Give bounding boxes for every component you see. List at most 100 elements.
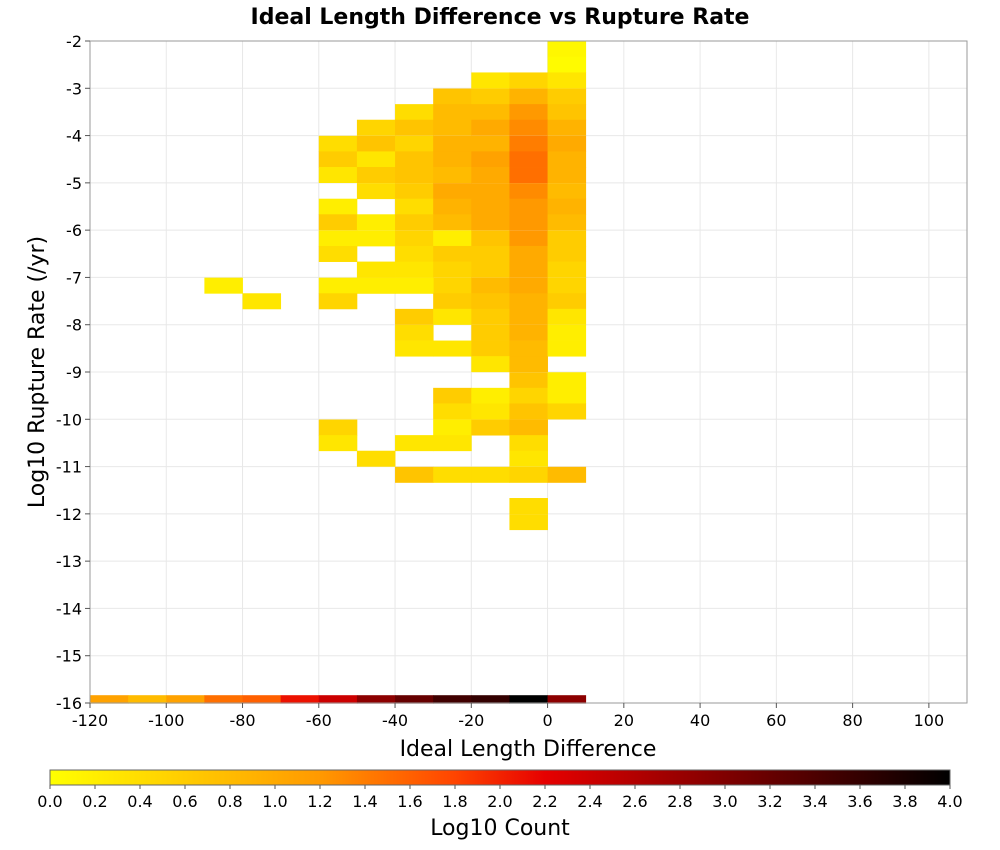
x-axis-ticks: -120 -100 -80 -60 -40 -20 0 20 40 60 80 100 — [72, 703, 944, 730]
heatmap-cell — [395, 324, 434, 341]
heatmap-cell — [509, 308, 548, 325]
heatmap-cell — [356, 261, 396, 278]
x-tick-label: -20 — [458, 711, 484, 730]
y-tick-label: -9 — [66, 363, 82, 382]
heatmap-cell — [433, 261, 472, 278]
heatmap-cell — [433, 435, 472, 452]
heatmap-cell — [471, 695, 510, 704]
y-tick-label: -11 — [56, 458, 82, 477]
heatmap-cell — [433, 135, 472, 152]
heatmap-cell — [547, 88, 587, 105]
colorbar-tick-label: 3.2 — [757, 792, 782, 811]
heatmap-cell — [433, 419, 472, 436]
heatmap-cell — [509, 324, 548, 341]
heatmap-cell — [547, 403, 587, 420]
heatmap-cell — [547, 104, 587, 121]
heatmap-cell — [547, 41, 587, 58]
heatmap-cell — [547, 214, 587, 231]
heatmap-cell — [509, 372, 548, 389]
heatmap-cell — [471, 119, 510, 136]
colorbar-tick-label: 1.0 — [262, 792, 287, 811]
heatmap-cell — [395, 308, 434, 325]
heatmap-cell — [318, 230, 358, 247]
colorbar-tick-label: 3.0 — [712, 792, 737, 811]
heatmap-cell — [547, 56, 587, 73]
heatmap-cell — [547, 198, 587, 215]
x-tick-label: -120 — [72, 711, 108, 730]
heatmap-cell — [433, 277, 472, 294]
heatmap-cell — [395, 104, 434, 121]
colorbar-tick-label: 3.8 — [892, 792, 917, 811]
heatmap-cell — [547, 183, 587, 200]
heatmap-cell — [547, 167, 587, 184]
y-tick-label: -4 — [66, 127, 82, 146]
heatmap-cell — [395, 277, 434, 294]
heatmap-cell — [433, 88, 472, 105]
heatmap-cell — [471, 340, 510, 357]
heatmap-cell — [318, 419, 358, 436]
heatmap-cell — [433, 104, 472, 121]
heatmap-cell — [433, 403, 472, 420]
heatmap-cell — [547, 277, 587, 294]
heatmap-cell — [395, 151, 434, 168]
heatmap-cell — [547, 695, 587, 704]
colorbar-ticks: 0.0 0.2 0.4 0.6 0.8 1.0 1.2 1.4 1.6 1.8 2.0 2.2 2.4 2… — [37, 785, 963, 811]
heatmap-cell — [547, 466, 587, 483]
heatmap-cell — [318, 198, 358, 215]
heatmap-cell — [509, 214, 548, 231]
heatmap-cell — [395, 119, 434, 136]
heatmap-cell — [509, 450, 548, 467]
heatmap-cell — [547, 387, 587, 404]
y-tick-label: -7 — [66, 268, 82, 287]
colorbar-tick-label: 1.4 — [352, 792, 377, 811]
heatmap-cell — [471, 356, 510, 373]
heatmap-cell — [471, 198, 510, 215]
heatmap-cell — [204, 277, 243, 294]
heatmap-cell — [90, 695, 129, 704]
colorbar-tick-label: 2.8 — [667, 792, 692, 811]
heatmap-cell — [509, 198, 548, 215]
heatmap-cell — [471, 261, 510, 278]
heatmap-cell — [318, 293, 358, 310]
heatmap-cell — [509, 466, 548, 483]
colorbar-tick-label: 0.4 — [127, 792, 152, 811]
heatmap-cell — [509, 88, 548, 105]
heatmap-cell — [395, 435, 434, 452]
heatmap-cell — [356, 183, 396, 200]
heatmap-cell — [433, 695, 472, 704]
heatmap-cell — [204, 695, 243, 704]
heatmap-cell — [356, 450, 396, 467]
heatmap-cell — [547, 245, 587, 262]
heatmap-cell — [318, 151, 358, 168]
x-tick-label: 80 — [842, 711, 862, 730]
x-tick-label: 100 — [914, 711, 945, 730]
heatmap-cell — [547, 151, 587, 168]
heatmap-cell — [509, 293, 548, 310]
colorbar-tick-label: 2.6 — [622, 792, 647, 811]
heatmap-cell — [547, 72, 587, 89]
heatmap-cell — [166, 695, 205, 704]
y-tick-label: -8 — [66, 316, 82, 335]
y-tick-label: -2 — [66, 32, 82, 51]
heatmap-cell — [318, 167, 358, 184]
heatmap-cell — [433, 308, 472, 325]
heatmap-cell — [395, 261, 434, 278]
y-tick-label: -14 — [56, 599, 82, 618]
heatmap-cell — [433, 340, 472, 357]
heatmap-cell — [433, 167, 472, 184]
heatmap-cell — [356, 119, 396, 136]
heatmap-cell — [433, 151, 472, 168]
heatmap-cell — [433, 293, 472, 310]
heatmap-cell — [395, 230, 434, 247]
heatmap-cell — [509, 277, 548, 294]
colorbar-tick-label: 1.2 — [307, 792, 332, 811]
heatmap-cell — [395, 135, 434, 152]
heatmap-cell — [509, 119, 548, 136]
heatmap-cell — [433, 183, 472, 200]
heatmap-cell — [471, 293, 510, 310]
heatmap-cell — [509, 695, 548, 704]
heatmap-cell — [509, 261, 548, 278]
colorbar — [49, 769, 951, 786]
heatmap-cell — [471, 277, 510, 294]
